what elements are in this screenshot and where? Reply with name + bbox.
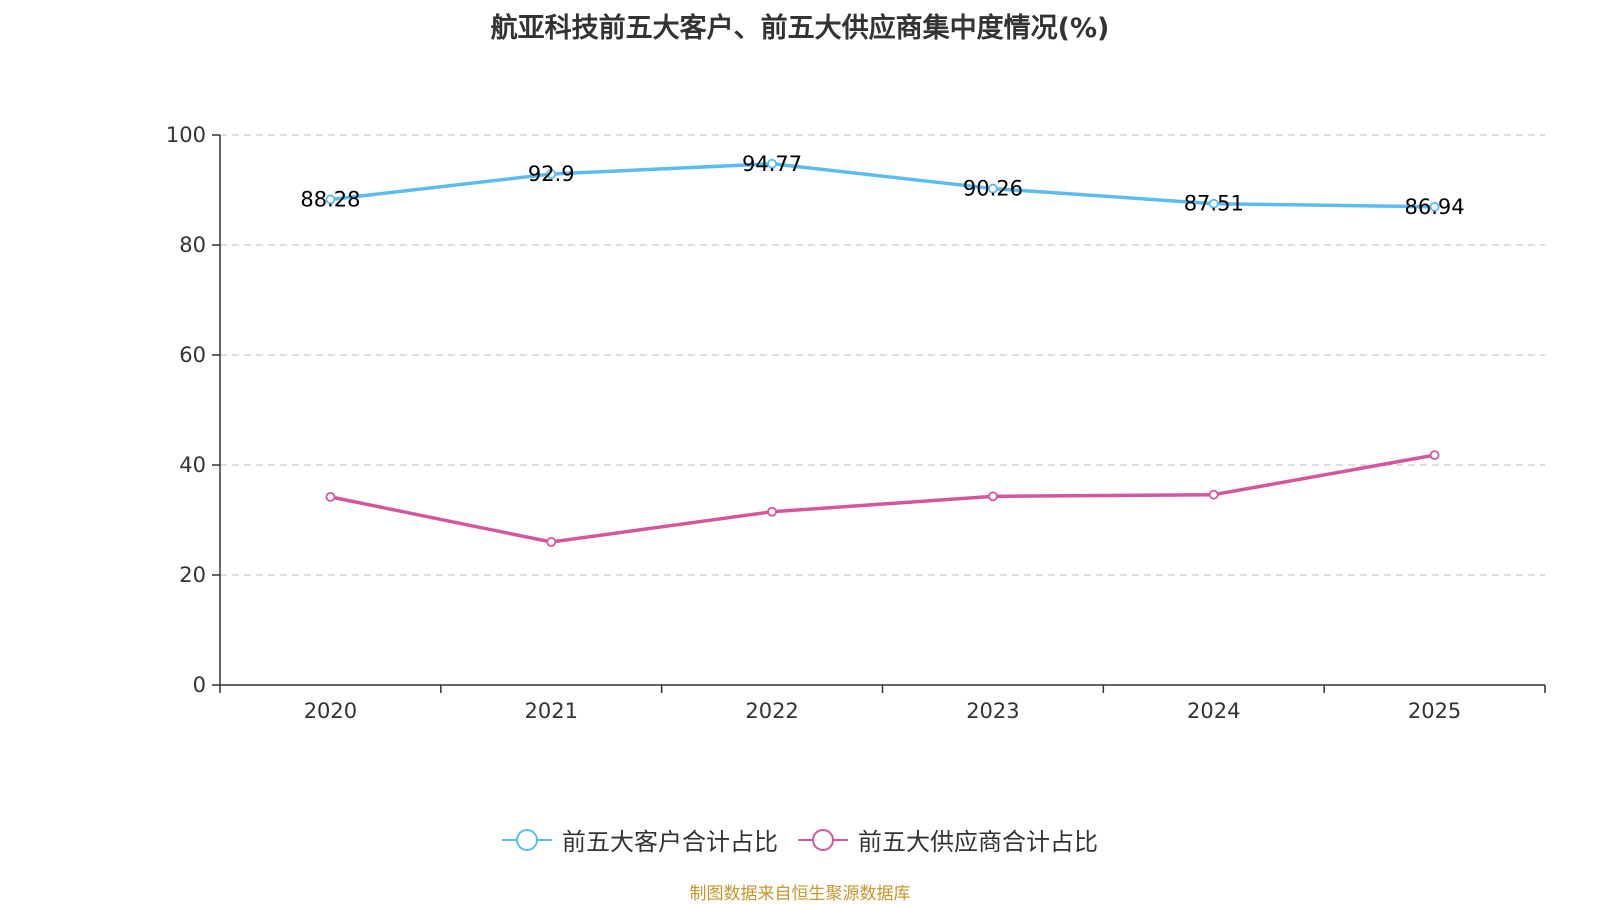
- data-point-1: [767, 506, 777, 517]
- data-point-0: [546, 169, 557, 179]
- legend-marker-suppliers-icon: [798, 828, 848, 851]
- source-note: 制图数据来自恒生聚源数据库: [689, 884, 911, 904]
- series-line-0: [330, 162, 1435, 209]
- x-tick-label: 2023: [966, 699, 1019, 723]
- series-line-1: [330, 453, 1435, 544]
- data-point-1: [325, 491, 336, 502]
- data-labels: 88.28 92.9 94.77 90.26 87.51 86.94: [300, 152, 1464, 219]
- grid-lines: [220, 134, 1545, 576]
- y-tick-label: 0: [193, 673, 206, 697]
- legend: 前五大客户合计占比 前五大供应商合计占比: [0, 822, 1600, 857]
- data-point-1: [546, 537, 557, 547]
- data-point-1: [1429, 450, 1440, 461]
- y-tick-label: 60: [179, 343, 206, 367]
- data-point-1: [1208, 489, 1219, 500]
- data-point-1: [988, 491, 998, 502]
- y-tick-label: 20: [179, 563, 206, 587]
- data-label-0: 88.28: [300, 187, 360, 211]
- data-label-0: 86.94: [1405, 195, 1465, 219]
- legend-label-suppliers: 前五大供应商合计占比: [858, 828, 1098, 856]
- legend-item-suppliers[interactable]: 前五大供应商合计占比: [798, 822, 1098, 857]
- y-tick-label: 80: [179, 233, 206, 257]
- data-point-0: [767, 158, 777, 169]
- data-label-0: 87.51: [1184, 192, 1244, 216]
- x-tick-label: 2024: [1187, 699, 1240, 723]
- data-label-0: 92.9: [528, 162, 575, 186]
- legend-marker-customers-icon: [502, 828, 552, 851]
- chart-title: 航亚科技前五大客户、前五大供应商集中度情况(%): [490, 13, 1110, 44]
- data-point-0: [988, 183, 998, 194]
- y-tick-label: 100: [166, 123, 206, 147]
- data-label-0: 90.26: [963, 177, 1023, 201]
- data-point-0: [1208, 198, 1219, 209]
- y-tick-label: 40: [179, 453, 206, 477]
- x-tick-label: 2025: [1408, 699, 1461, 723]
- legend-label-customers: 前五大客户合计占比: [562, 828, 778, 856]
- legend-item-customers[interactable]: 前五大客户合计占比: [502, 822, 778, 857]
- series-lines: [325, 158, 1440, 547]
- data-point-0: [325, 194, 336, 205]
- x-tick-label: 2020: [304, 699, 357, 723]
- data-point-0: [1429, 201, 1440, 212]
- axes: 0 20 40 60 80 100 2020 2021 2022 2023 2024 2025: [166, 123, 1546, 723]
- x-tick-label: 2022: [745, 699, 798, 723]
- x-tick-label: 2021: [525, 699, 578, 723]
- data-label-0: 94.77: [742, 152, 802, 176]
